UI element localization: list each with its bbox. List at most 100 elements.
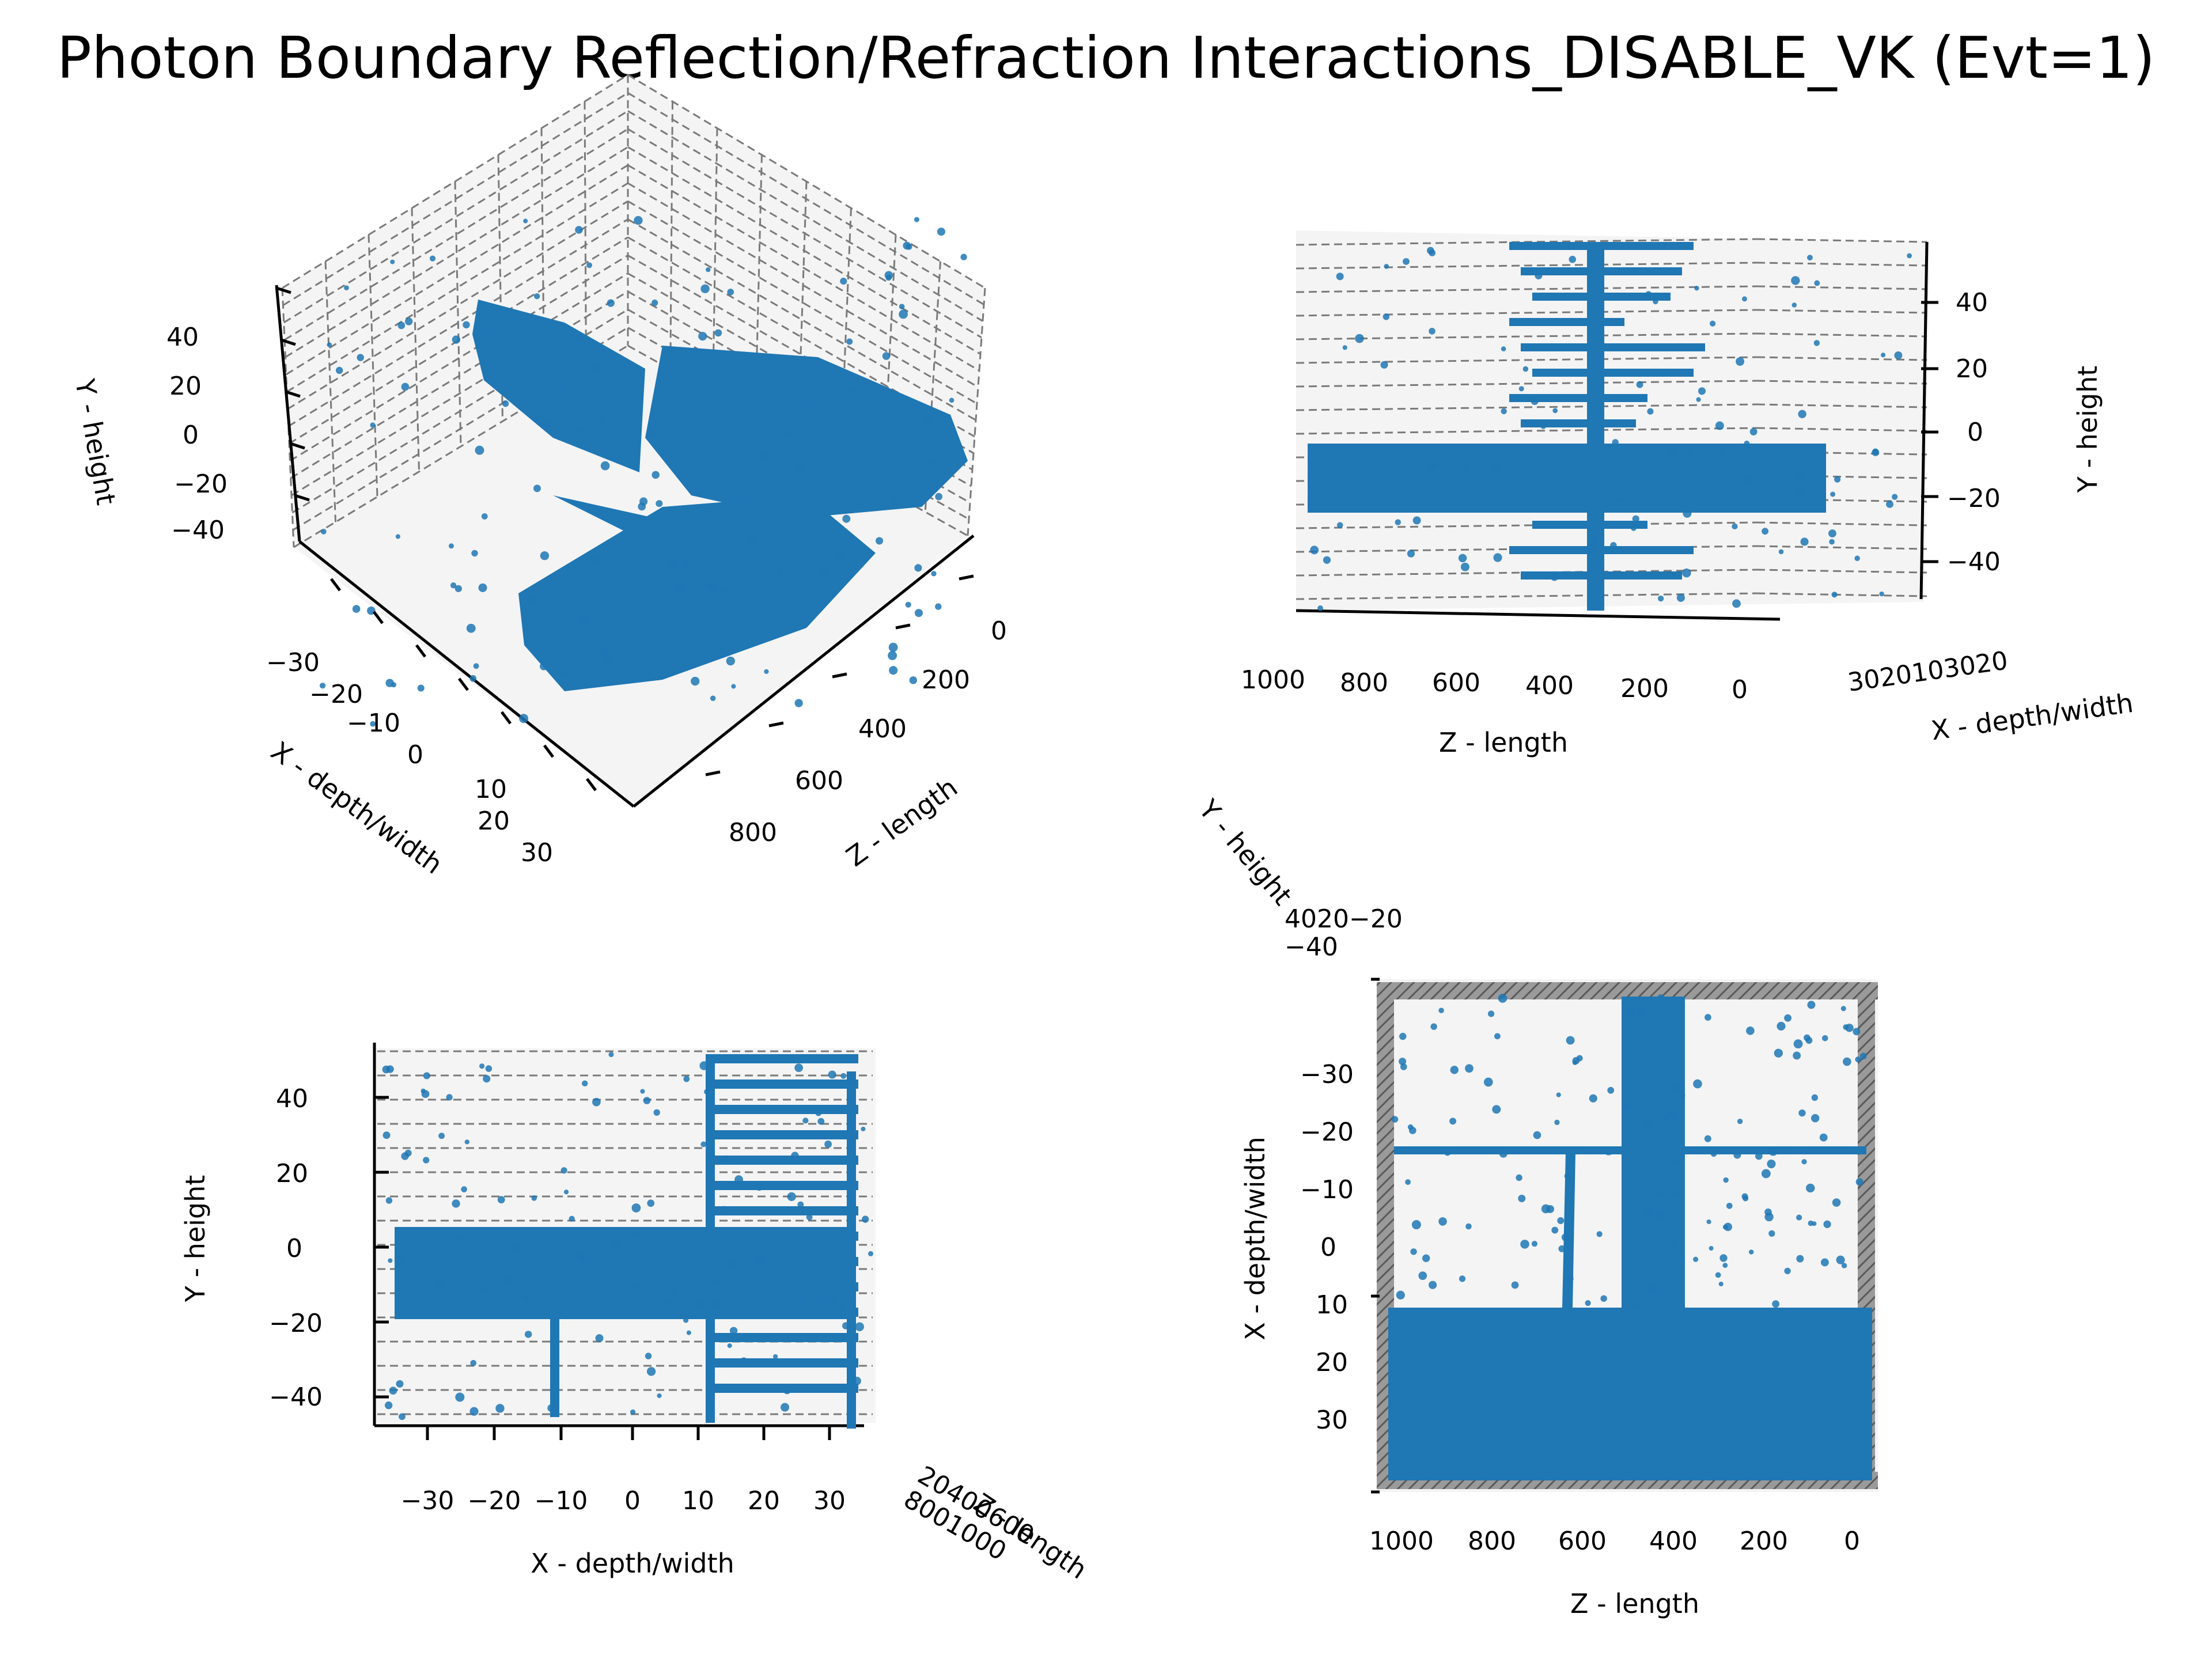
scatter-point	[828, 1299, 836, 1307]
scatter-point	[450, 582, 457, 589]
scatter-point	[759, 452, 768, 461]
y-tick-labels: 40 20 0 −20 −40	[269, 1084, 323, 1412]
scatter-point	[1772, 1300, 1780, 1308]
scatter-point	[855, 1322, 864, 1331]
scatter-point	[399, 1413, 406, 1421]
scatter-point	[1336, 522, 1343, 528]
gridline	[627, 218, 976, 421]
scatter-point	[648, 430, 654, 435]
scatter-point	[1672, 1192, 1677, 1197]
scatter-point	[781, 469, 786, 474]
gridline	[1756, 569, 1927, 574]
tick-marks	[276, 286, 974, 791]
tick-label: −20	[309, 680, 363, 709]
scatter-point	[1663, 1116, 1669, 1122]
scatter-point	[1564, 1172, 1571, 1180]
tick-label: 30	[813, 1486, 846, 1516]
scatter-point	[824, 1140, 832, 1148]
tick-label: 800	[1340, 668, 1388, 698]
tick-marks	[374, 1096, 831, 1440]
scatter-point	[452, 335, 461, 344]
scatter-point	[1715, 421, 1724, 430]
point-band	[709, 1333, 858, 1342]
scatter-point	[1429, 462, 1437, 470]
tick-marks	[1921, 301, 1938, 563]
scatter-point	[691, 676, 700, 686]
scatter-point	[471, 550, 478, 557]
scatter-point	[524, 1331, 532, 1338]
scatter-point	[1657, 994, 1664, 1001]
scatter-point	[892, 499, 898, 506]
scatter-point	[470, 1359, 477, 1366]
gridline	[284, 128, 628, 341]
point-column	[706, 1054, 715, 1423]
tick-label: 0	[1967, 418, 1983, 447]
scatter-point	[634, 215, 643, 225]
scatter-point	[1764, 1212, 1774, 1222]
scatter-point	[734, 1175, 743, 1184]
z-tick-labels: 1000 800 600 400 200 0	[1241, 665, 1748, 704]
scatter-point	[700, 1141, 707, 1147]
scatter-point	[1709, 1245, 1714, 1251]
scatter-point	[791, 1152, 799, 1160]
scatter-point	[1576, 1055, 1583, 1062]
scatter-point	[935, 603, 942, 610]
scatter-point	[1761, 1169, 1771, 1179]
tick-label: 200	[1620, 674, 1669, 703]
scatter-point	[777, 570, 782, 575]
scatter-point	[1556, 1092, 1561, 1097]
y-axis-label: Y - height	[1192, 793, 1298, 911]
scatter-point	[756, 1299, 764, 1308]
scatter-point	[935, 493, 943, 501]
tick-mark	[285, 390, 301, 398]
tick-mark	[832, 672, 847, 679]
scatter-point	[1718, 1281, 1724, 1287]
scatter-point	[370, 721, 376, 727]
point-band	[709, 1054, 858, 1063]
scatter-point	[533, 293, 540, 300]
scatter-point	[608, 1052, 614, 1058]
scatter-point	[446, 1094, 453, 1101]
scatter-point	[600, 647, 609, 657]
scatter-point	[1657, 595, 1664, 602]
point-band	[709, 1206, 858, 1215]
gridline	[1296, 309, 1758, 317]
gridline	[1296, 403, 1758, 411]
tick-label: 40	[166, 323, 199, 352]
scatter-point	[1411, 1220, 1421, 1230]
scatter-point	[1654, 1076, 1661, 1083]
scatter-point	[1762, 528, 1769, 535]
scatter-point	[914, 564, 922, 572]
scatter-point	[840, 1073, 847, 1079]
gridline	[1296, 356, 1758, 364]
scatter-point	[1498, 994, 1508, 1003]
gridline	[1756, 238, 1927, 243]
scatter-point	[1501, 408, 1507, 415]
scatter-point	[1670, 1084, 1679, 1093]
scatter-point	[876, 537, 884, 545]
scatter-point	[519, 714, 529, 724]
tick-label: 20	[276, 1159, 308, 1188]
scatter-point	[1814, 280, 1820, 286]
tick-label: 400	[1525, 671, 1574, 700]
scatter-point	[404, 317, 413, 325]
scatter-point	[591, 556, 600, 565]
scatter-point	[1796, 1255, 1804, 1263]
scatter-point	[385, 679, 394, 687]
scatter-point	[1722, 1263, 1728, 1268]
scatter-point	[1465, 1223, 1472, 1230]
scatter-point	[868, 1251, 874, 1256]
scatter-point	[429, 255, 436, 262]
gridline	[669, 101, 673, 370]
scatter-point	[1589, 1094, 1597, 1103]
gridline	[584, 101, 587, 371]
scatter-point	[1427, 247, 1434, 255]
scatter-point	[1654, 1190, 1662, 1198]
gridline	[1296, 427, 1758, 435]
gridline	[293, 344, 628, 548]
tick-mark	[294, 494, 310, 502]
scatter-point	[748, 535, 756, 544]
scatter-point	[1438, 1217, 1447, 1226]
scatter-point	[1493, 465, 1500, 472]
scatter-point	[1407, 550, 1415, 558]
